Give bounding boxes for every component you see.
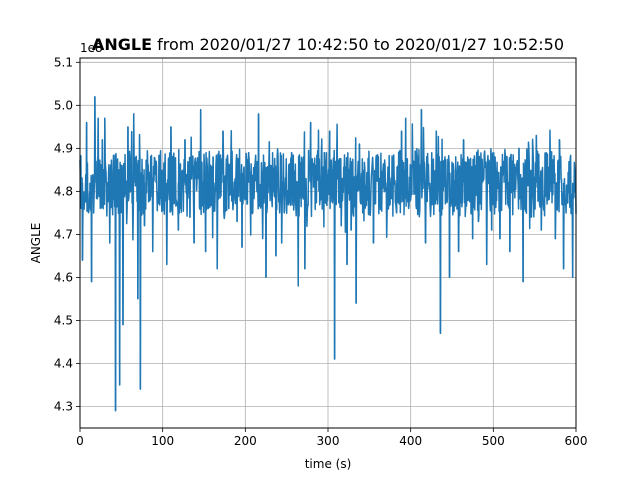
y-tick-label: 4.8	[54, 184, 73, 198]
offset-label: 1e8	[80, 41, 103, 55]
x-tick-label: 500	[482, 434, 505, 448]
y-axis-label: ANGLE	[29, 223, 43, 264]
x-tick-label: 0	[76, 434, 84, 448]
y-tick-label: 4.9	[54, 141, 73, 155]
x-tick-label: 100	[151, 434, 174, 448]
chart-title-bold: ANGLE	[92, 35, 152, 54]
chart-title-rest: from 2020/01/27 10:42:50 to 2020/01/27 1…	[152, 35, 564, 54]
x-tick-label: 300	[317, 434, 340, 448]
x-axis-label: time (s)	[305, 457, 352, 471]
series-line	[79, 95, 577, 412]
y-tick-label: 4.4	[54, 356, 73, 370]
x-ticks: 0 100 200 300 400 500 600	[76, 428, 587, 448]
chart-title: ANGLE from 2020/01/27 10:42:50 to 2020/0…	[92, 35, 564, 54]
y-tick-label: 4.3	[54, 399, 73, 413]
y-ticks: 4.3 4.4 4.5 4.6 4.7 4.8 4.9 5.0 5.1	[54, 55, 80, 413]
y-tick-label: 4.7	[54, 227, 73, 241]
y-tick-label: 4.5	[54, 313, 73, 327]
series	[79, 95, 577, 412]
y-tick-label: 5.1	[54, 55, 73, 69]
x-tick-label: 600	[565, 434, 588, 448]
y-tick-label: 4.6	[54, 270, 73, 284]
x-tick-label: 400	[399, 434, 422, 448]
x-tick-label: 200	[234, 434, 257, 448]
y-tick-label: 5.0	[54, 98, 73, 112]
